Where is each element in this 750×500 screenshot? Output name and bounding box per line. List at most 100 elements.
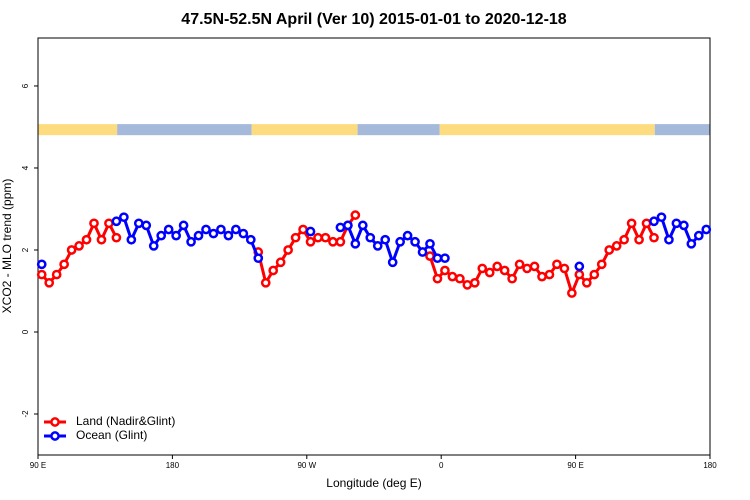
data-point — [335, 236, 346, 247]
data-point — [201, 224, 211, 235]
data-point — [208, 228, 219, 239]
data-point — [74, 241, 84, 251]
surface-segment — [439, 124, 655, 136]
legend-label: Ocean (Glint) — [76, 428, 147, 442]
surface-segment — [251, 124, 358, 136]
data-point — [36, 259, 47, 270]
data-point — [387, 257, 398, 268]
data-point — [574, 269, 585, 280]
data-point — [395, 236, 405, 247]
data-point — [59, 259, 69, 270]
data-point — [96, 234, 107, 245]
data-point — [567, 288, 577, 298]
data-point — [290, 232, 301, 243]
y-tick-label: 2 — [21, 247, 30, 252]
data-point — [596, 259, 607, 270]
data-point — [126, 234, 137, 245]
data-point — [268, 265, 279, 276]
legend-marker — [50, 417, 60, 427]
data-point — [469, 277, 480, 288]
data-point — [350, 210, 361, 220]
data-point — [440, 265, 450, 276]
surface-segment — [117, 124, 252, 136]
legend-marker — [50, 431, 60, 441]
data-point — [402, 230, 413, 241]
data-point — [178, 220, 189, 231]
data-point — [104, 218, 114, 229]
data-point — [305, 226, 316, 237]
chart-title: 47.5N-52.5N April (Ver 10) 2015-01-01 to… — [181, 11, 567, 28]
x-tick-label: 180 — [703, 461, 717, 470]
data-point — [357, 220, 368, 231]
data-point — [51, 269, 62, 280]
data-point — [634, 234, 644, 245]
data-point — [462, 279, 473, 290]
data-point — [66, 245, 77, 255]
y-tick-label: 4 — [21, 165, 30, 170]
data-point — [455, 273, 465, 284]
data-point — [544, 269, 555, 280]
data-point — [44, 277, 55, 288]
y-axis-label: XCO2 - MLO trend (ppm) — [0, 179, 14, 314]
data-point — [231, 224, 241, 235]
data-point — [171, 230, 181, 241]
data-point — [410, 236, 420, 247]
data-point — [626, 218, 637, 229]
data-point — [484, 267, 495, 278]
data-point — [223, 230, 234, 241]
data-point — [581, 277, 592, 288]
surface-segment — [38, 124, 118, 136]
data-point — [328, 236, 338, 247]
data-point — [320, 232, 331, 243]
data-point — [343, 220, 353, 231]
x-tick-label: 90 E — [30, 461, 46, 470]
data-point — [417, 247, 428, 257]
y-tick-label: -2 — [21, 410, 30, 418]
data-point — [283, 245, 293, 255]
data-point — [260, 277, 271, 288]
data-point — [36, 269, 47, 280]
data-point — [245, 234, 256, 245]
data-point — [671, 218, 682, 229]
data-point — [141, 220, 152, 231]
data-point — [111, 216, 122, 227]
data-point — [447, 271, 458, 282]
data-point — [133, 218, 144, 229]
data-point — [649, 232, 659, 243]
data-point — [81, 234, 92, 245]
data-point — [440, 253, 450, 264]
data-point — [186, 236, 196, 247]
data-point — [119, 212, 129, 223]
data-point — [477, 263, 488, 274]
y-tick-label: 6 — [21, 83, 30, 88]
data-point — [335, 222, 346, 233]
data-point — [432, 253, 443, 264]
x-tick-label: 180 — [166, 461, 180, 470]
data-point — [649, 216, 659, 227]
data-point — [425, 251, 435, 261]
data-point — [537, 271, 547, 282]
data-point — [574, 261, 585, 272]
data-point — [305, 236, 316, 247]
surface-segment — [654, 124, 710, 136]
data-point — [656, 212, 667, 223]
data-point — [559, 263, 570, 274]
data-point — [522, 263, 532, 274]
data-point — [552, 259, 562, 270]
data-point — [425, 238, 435, 249]
data-point — [111, 232, 122, 243]
data-point — [529, 261, 540, 272]
data-point — [432, 273, 443, 284]
data-point — [619, 234, 629, 245]
data-point — [216, 224, 226, 235]
data-point — [253, 253, 264, 264]
y-tick-label: 0 — [21, 329, 30, 334]
data-point — [275, 257, 286, 268]
data-point — [499, 265, 510, 276]
data-point — [686, 238, 697, 249]
data-point — [611, 241, 622, 251]
data-point — [380, 234, 391, 245]
data-point — [89, 218, 99, 229]
surface-segment — [357, 124, 440, 136]
